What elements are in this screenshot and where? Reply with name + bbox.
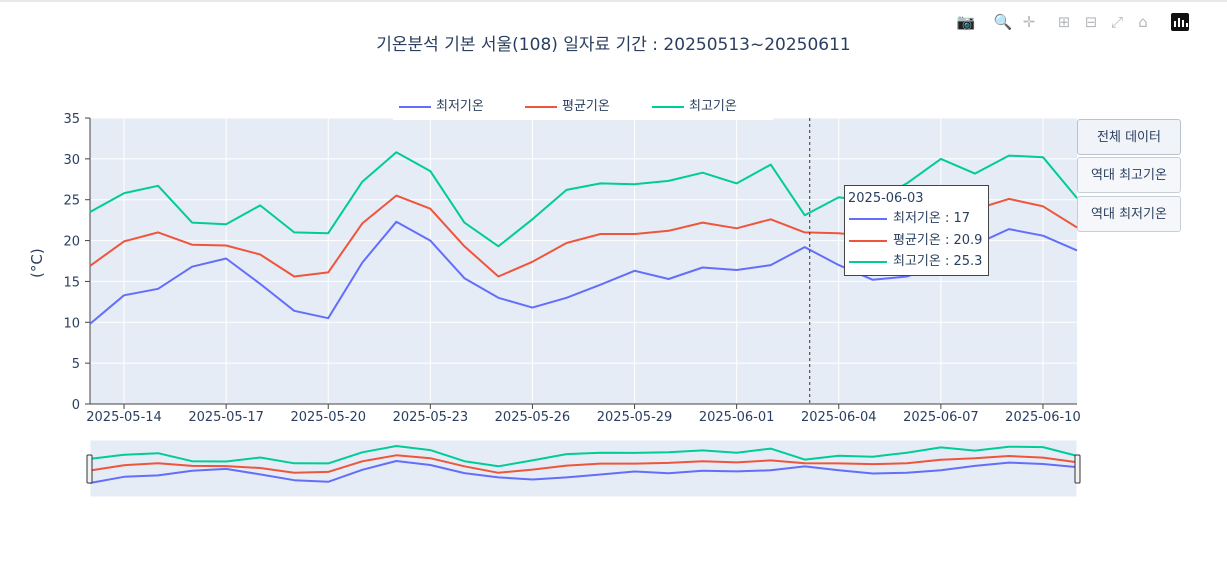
x-tick-label: 2025-05-14 [86,410,162,425]
all-data-button[interactable]: 전체 데이터 [1077,119,1181,155]
hover-swatch-min [849,218,887,220]
zoom-out-icon[interactable]: ⊟ [1084,13,1098,31]
legend-swatch-max [652,106,684,108]
hover-swatch-max [849,261,887,263]
zoom-icon[interactable]: 🔍 [993,13,1013,31]
zoom-in-icon[interactable]: ⊞ [1057,13,1071,31]
range-handle-right[interactable] [1074,454,1081,484]
hover-swatch-avg [849,240,887,242]
x-tick-label: 2025-05-23 [393,410,469,425]
legend-label-avg: 평균기온 [562,99,610,114]
range-line-avg [89,454,1078,474]
x-tick-label: 2025-06-01 [699,410,775,425]
hover-tooltip: 2025-06-03 최저기온 : 17 평균기온 : 20.9 최고기온 : … [844,185,989,276]
y-tick-label: 35 [63,112,80,127]
x-tick-label: 2025-05-20 [290,410,366,425]
x-tick-label: 2025-05-26 [495,410,571,425]
range-line-max [89,445,1078,468]
x-tick-label: 2025-05-17 [188,410,264,425]
x-tick-label: 2025-05-29 [597,410,673,425]
hover-date: 2025-06-03 [848,191,924,206]
series-line-max [89,151,1078,248]
x-tick-label: 2025-06-04 [801,410,877,425]
hover-text-avg: 평균기온 : 20.9 [893,233,983,248]
legend-label-max: 최고기온 [689,99,737,114]
legend-swatch-avg [525,106,557,108]
range-handle-left[interactable] [86,454,93,484]
x-tick-label: 2025-06-10 [1005,410,1081,425]
hover-text-max: 최고기온 : 25.3 [893,254,983,269]
range-slider [86,439,1081,498]
legend-label-min: 최저기온 [436,99,484,114]
y-tick-label: 25 [63,194,80,209]
y-tick-label: 20 [63,235,80,250]
pan-icon[interactable]: ✛ [1022,13,1036,31]
y-tick-label: 10 [63,316,80,331]
legend: 최저기온 평균기온 최고기온 [393,94,773,120]
legend-swatch-min [399,106,431,108]
autoscale-icon[interactable]: ⤢ [1110,13,1123,31]
record-max-button[interactable]: 역대 최고기온 [1077,157,1181,193]
y-tick-label: 5 [72,357,80,372]
range-line-min [89,460,1078,484]
top-border [0,0,1227,2]
home-icon[interactable]: ⌂ [1138,13,1148,31]
camera-icon[interactable]: 📷 [956,13,976,31]
x-tick-label: 2025-06-07 [903,410,979,425]
y-tick-label: 30 [63,153,80,168]
y-tick-label: 15 [63,275,80,290]
y-tick-label: 0 [72,398,80,413]
record-min-button[interactable]: 역대 최저기온 [1077,196,1181,232]
chart-title: 기온분석 기본 서울(108) 일자료 기간 : 20250513~202506… [376,35,851,55]
y-axis-title: (°C) [28,248,46,278]
hover-text-min: 최저기온 : 17 [893,211,971,226]
plotly-logo-icon[interactable] [1171,13,1189,31]
